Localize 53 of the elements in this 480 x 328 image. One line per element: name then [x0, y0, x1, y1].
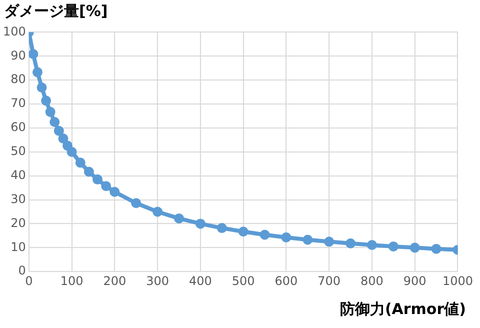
x-tick-label: 100	[60, 274, 84, 288]
point	[131, 198, 142, 208]
point	[366, 240, 377, 250]
point	[62, 140, 72, 151]
point	[324, 236, 334, 247]
y-tick-label: 0	[18, 264, 26, 278]
point	[28, 48, 38, 59]
point	[174, 213, 184, 224]
point	[36, 82, 47, 92]
point	[260, 230, 270, 240]
x-tick-label: 400	[188, 274, 212, 288]
point	[281, 232, 292, 242]
x-tick-label: 800	[360, 274, 384, 288]
point	[110, 186, 120, 197]
point	[302, 234, 313, 245]
y-tick-label: 50	[10, 144, 26, 158]
x-tick-label: 300	[146, 274, 170, 288]
x-tick-label: 500	[232, 274, 255, 288]
y-tick-label: 30	[10, 192, 26, 206]
x-tick-label: 700	[318, 274, 341, 288]
y-tick-label: 60	[10, 120, 26, 134]
point	[388, 241, 398, 252]
point	[92, 174, 103, 184]
y-tick-label: 80	[10, 72, 26, 86]
point	[32, 67, 42, 78]
x-tick-label: 200	[103, 274, 126, 288]
point	[431, 244, 442, 254]
point	[41, 96, 52, 106]
x-tick-label: 1000	[442, 274, 474, 288]
point	[58, 133, 68, 144]
x-tick-label: 900	[403, 274, 426, 288]
y-axis-title: ダメージ量[%]	[4, 2, 108, 21]
point	[346, 238, 356, 248]
y-tick-label: 20	[10, 216, 26, 230]
point	[66, 146, 77, 157]
y-tick-label: 70	[10, 96, 26, 110]
point	[50, 116, 60, 127]
y-tick-label: 90	[10, 48, 26, 62]
x-tick-label: 600	[274, 274, 298, 288]
point	[101, 181, 112, 192]
point	[195, 218, 206, 229]
point	[152, 206, 163, 217]
point	[54, 126, 64, 136]
point	[75, 158, 86, 168]
point	[238, 226, 248, 237]
point	[84, 166, 94, 177]
point	[410, 242, 420, 253]
y-tick-label: 40	[10, 168, 26, 182]
point	[45, 106, 56, 117]
y-tick-label: 100	[3, 24, 26, 38]
x-axis-title: 防御力(Armor値)	[340, 300, 466, 319]
point	[216, 223, 227, 234]
y-tick-label: 10	[10, 240, 26, 254]
